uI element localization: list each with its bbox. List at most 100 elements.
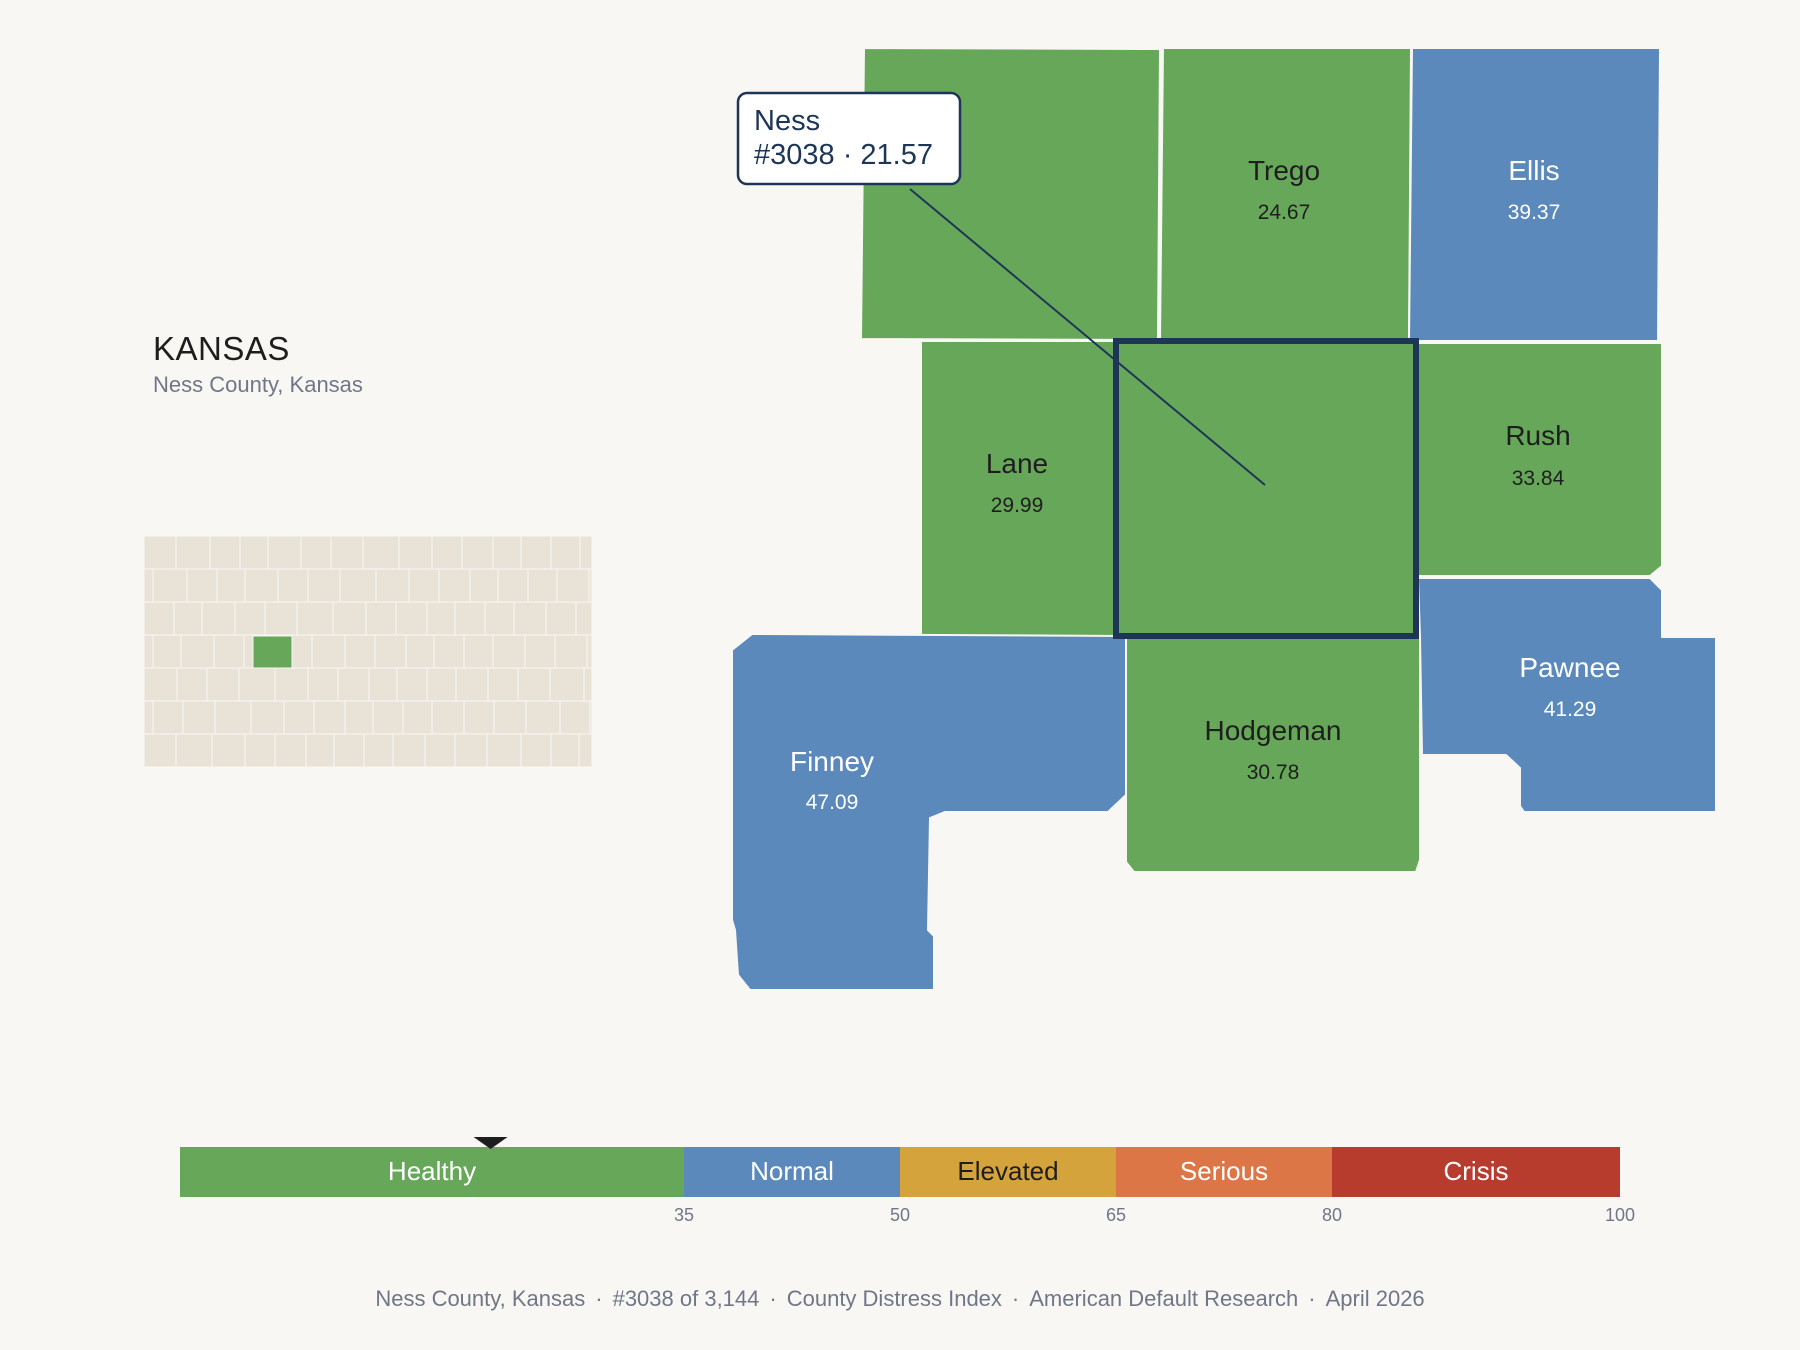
inset-county-cell <box>244 568 279 603</box>
county-value-rush: 33.84 <box>1512 467 1565 490</box>
county-label-hodgeman: Hodgeman <box>1205 715 1342 746</box>
inset-county-cell <box>492 535 522 570</box>
inset-county-cell <box>182 700 216 735</box>
inset-county-cell <box>520 733 552 768</box>
county-value-hodgeman: 30.78 <box>1247 761 1300 784</box>
selected-county-outline <box>1113 338 1419 639</box>
inset-county-cell <box>175 733 213 768</box>
footer-rank: #3038 of 3,144 <box>612 1286 760 1311</box>
legend-tick: 35 <box>674 1205 694 1225</box>
inset-county-cell <box>300 535 332 570</box>
county-pawnee[interactable] <box>1416 577 1717 813</box>
county-hodgeman[interactable] <box>1125 637 1421 873</box>
inset-county-cell <box>549 667 585 702</box>
inset-county-cell <box>524 634 556 669</box>
tooltip-county-name: Ness <box>754 105 820 137</box>
inset-county-cell <box>201 601 236 636</box>
footer-location: Ness County, Kansas <box>375 1286 586 1311</box>
county-value-pawnee: 41.29 <box>1544 698 1597 721</box>
county-label-trego: Trego <box>1248 155 1320 186</box>
inset-county-cell <box>363 733 394 768</box>
county-value-ellis: 39.37 <box>1508 201 1561 224</box>
footer-separator: · <box>1011 1286 1020 1311</box>
inset-county-cell <box>545 601 577 636</box>
county-label-ellis: Ellis <box>1508 155 1559 186</box>
county-label-pawnee: Pawnee <box>1519 652 1620 683</box>
inset-county-cell <box>211 733 246 768</box>
inset-county-cell <box>180 634 215 669</box>
inset-county-cell <box>143 733 177 768</box>
inset-county-cell <box>395 601 428 636</box>
tooltip-box <box>736 91 962 186</box>
legend-label-serious: Serious <box>1180 1156 1268 1186</box>
county-value-lane: 29.99 <box>991 494 1044 517</box>
county-label-lane: Lane <box>986 448 1048 479</box>
state-subtitle: Ness County, Kansas <box>153 372 363 397</box>
inset-county-cell <box>486 733 522 768</box>
inset-county-cell <box>493 700 527 735</box>
inset-county-cell <box>424 733 456 768</box>
inset-county-cell <box>238 667 276 702</box>
legend-tick: 80 <box>1322 1205 1342 1225</box>
footer-date: April 2026 <box>1325 1286 1425 1311</box>
inset-county-grid <box>143 535 593 768</box>
legend-current-marker <box>473 1137 508 1149</box>
legend-label-crisis: Crisis <box>1444 1156 1509 1186</box>
inset-county-cell <box>550 535 581 570</box>
inset-county-cell <box>244 733 276 768</box>
inset-county-cell <box>337 667 370 702</box>
legend-segment-healthy <box>180 1147 684 1197</box>
county-tooltip: Ness #3038 · 21.57 <box>736 91 962 186</box>
inset-ness-highlight <box>252 635 293 669</box>
inset-county-cell <box>296 601 334 636</box>
inset-county-cell <box>426 601 456 636</box>
legend-label-healthy: Healthy <box>388 1156 476 1186</box>
inset-county-cell <box>520 535 552 570</box>
inset-county-cell <box>431 535 463 570</box>
county-value-finney: 47.09 <box>806 791 859 814</box>
legend-tick: 50 <box>890 1205 910 1225</box>
county-finney[interactable] <box>731 632 1127 991</box>
inset-county-cell <box>368 667 398 702</box>
county-ellis[interactable] <box>1407 47 1662 342</box>
inset-county-cell <box>454 733 488 768</box>
inset-county-cell <box>143 667 178 702</box>
county-value-trego: 24.67 <box>1258 201 1311 224</box>
inset-county-cell <box>152 568 188 603</box>
legend-tick: 65 <box>1106 1205 1126 1225</box>
footer-index-name: County Distress Index <box>786 1286 1002 1311</box>
inset-county-cell <box>405 634 435 669</box>
inset-county-cell <box>578 733 593 768</box>
inset-county-cell <box>375 568 410 603</box>
county-label-finney: Finney <box>790 746 874 777</box>
inset-county-cell <box>372 700 404 735</box>
distress-legend: Healthy Normal Elevated Serious Crisis 35 50 6… <box>180 1137 1635 1225</box>
state-title: KANSAS <box>153 330 290 367</box>
kansas-inset-map <box>143 535 593 768</box>
inset-county-cell <box>267 535 302 570</box>
inset-county-cell <box>311 634 346 669</box>
footer-separator: · <box>1308 1286 1316 1311</box>
legend-label-elevated: Elevated <box>957 1156 1058 1186</box>
legend-segment-serious <box>1116 1147 1332 1197</box>
inset-county-cell <box>556 568 590 603</box>
inset-county-cell <box>454 601 486 636</box>
inset-county-cell <box>374 634 407 669</box>
inset-county-cell <box>517 667 551 702</box>
tooltip-leader-line <box>909 188 1266 486</box>
footer-source: American Default Research <box>1029 1286 1299 1311</box>
inset-county-cell <box>438 568 471 603</box>
inset-county-cell <box>339 568 377 603</box>
tooltip-rank-value: #3038 · 21.57 <box>754 139 933 171</box>
inset-county-cell <box>362 535 400 570</box>
footer-separator: · <box>769 1286 777 1311</box>
footer-separator: · <box>595 1286 603 1311</box>
inset-county-cell <box>554 634 588 669</box>
county-map: Trego 24.67 Ellis 39.37 Lane 29.99 Rush … <box>731 46 1717 991</box>
legend-tick: 100 <box>1605 1205 1635 1225</box>
inset-county-cell <box>469 568 499 603</box>
inset-county-cell <box>333 733 365 768</box>
inset-county-cell <box>305 733 335 768</box>
inset-county-cell <box>492 634 526 669</box>
county-label-rush: Rush <box>1505 420 1570 451</box>
